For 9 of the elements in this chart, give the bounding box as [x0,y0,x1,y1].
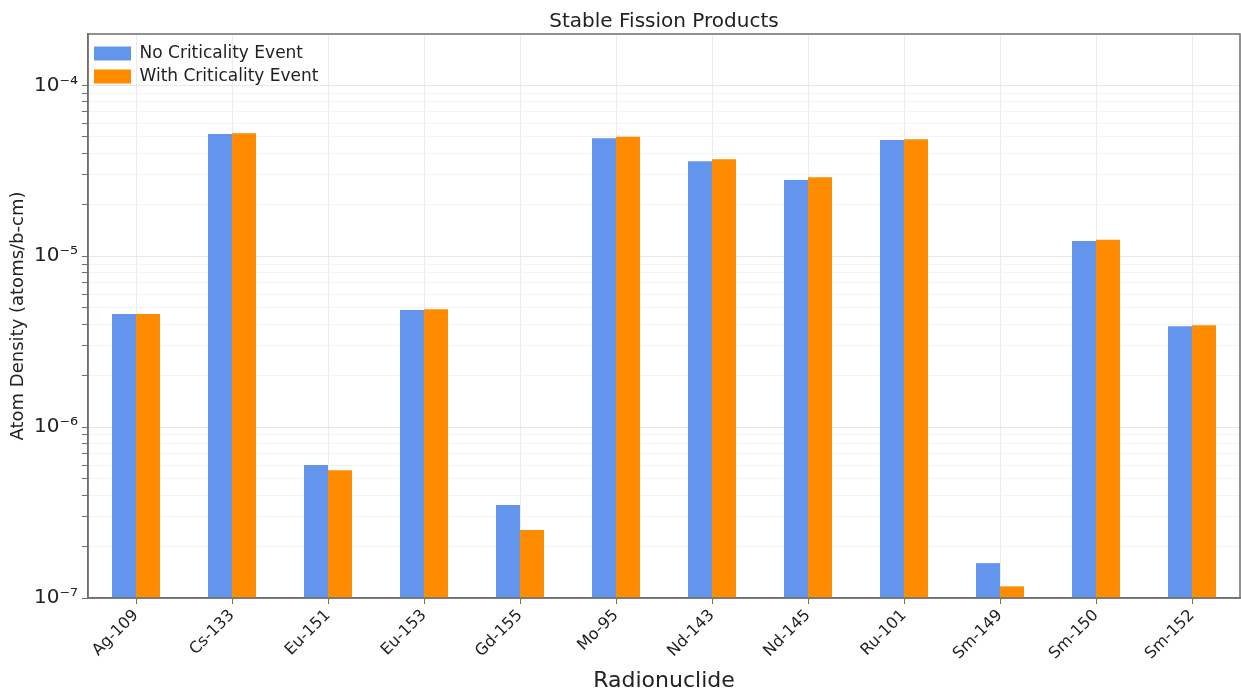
legend-label: No Criticality Event [139,41,304,62]
y-tick-label: 10⁻⁵ [33,242,78,267]
chart-title: Stable Fission Products [549,8,779,33]
y-axis-title: Atom Density (atoms/b-cm) [6,191,28,441]
x-axis-title: Radionuclide [593,666,735,692]
y-tick-label: 10⁻⁴ [33,71,78,96]
y-tick-label: 10⁻⁷ [33,584,78,609]
legend-label: With Criticality Event [139,64,319,85]
y-tick-label: 10⁻⁶ [33,413,78,438]
